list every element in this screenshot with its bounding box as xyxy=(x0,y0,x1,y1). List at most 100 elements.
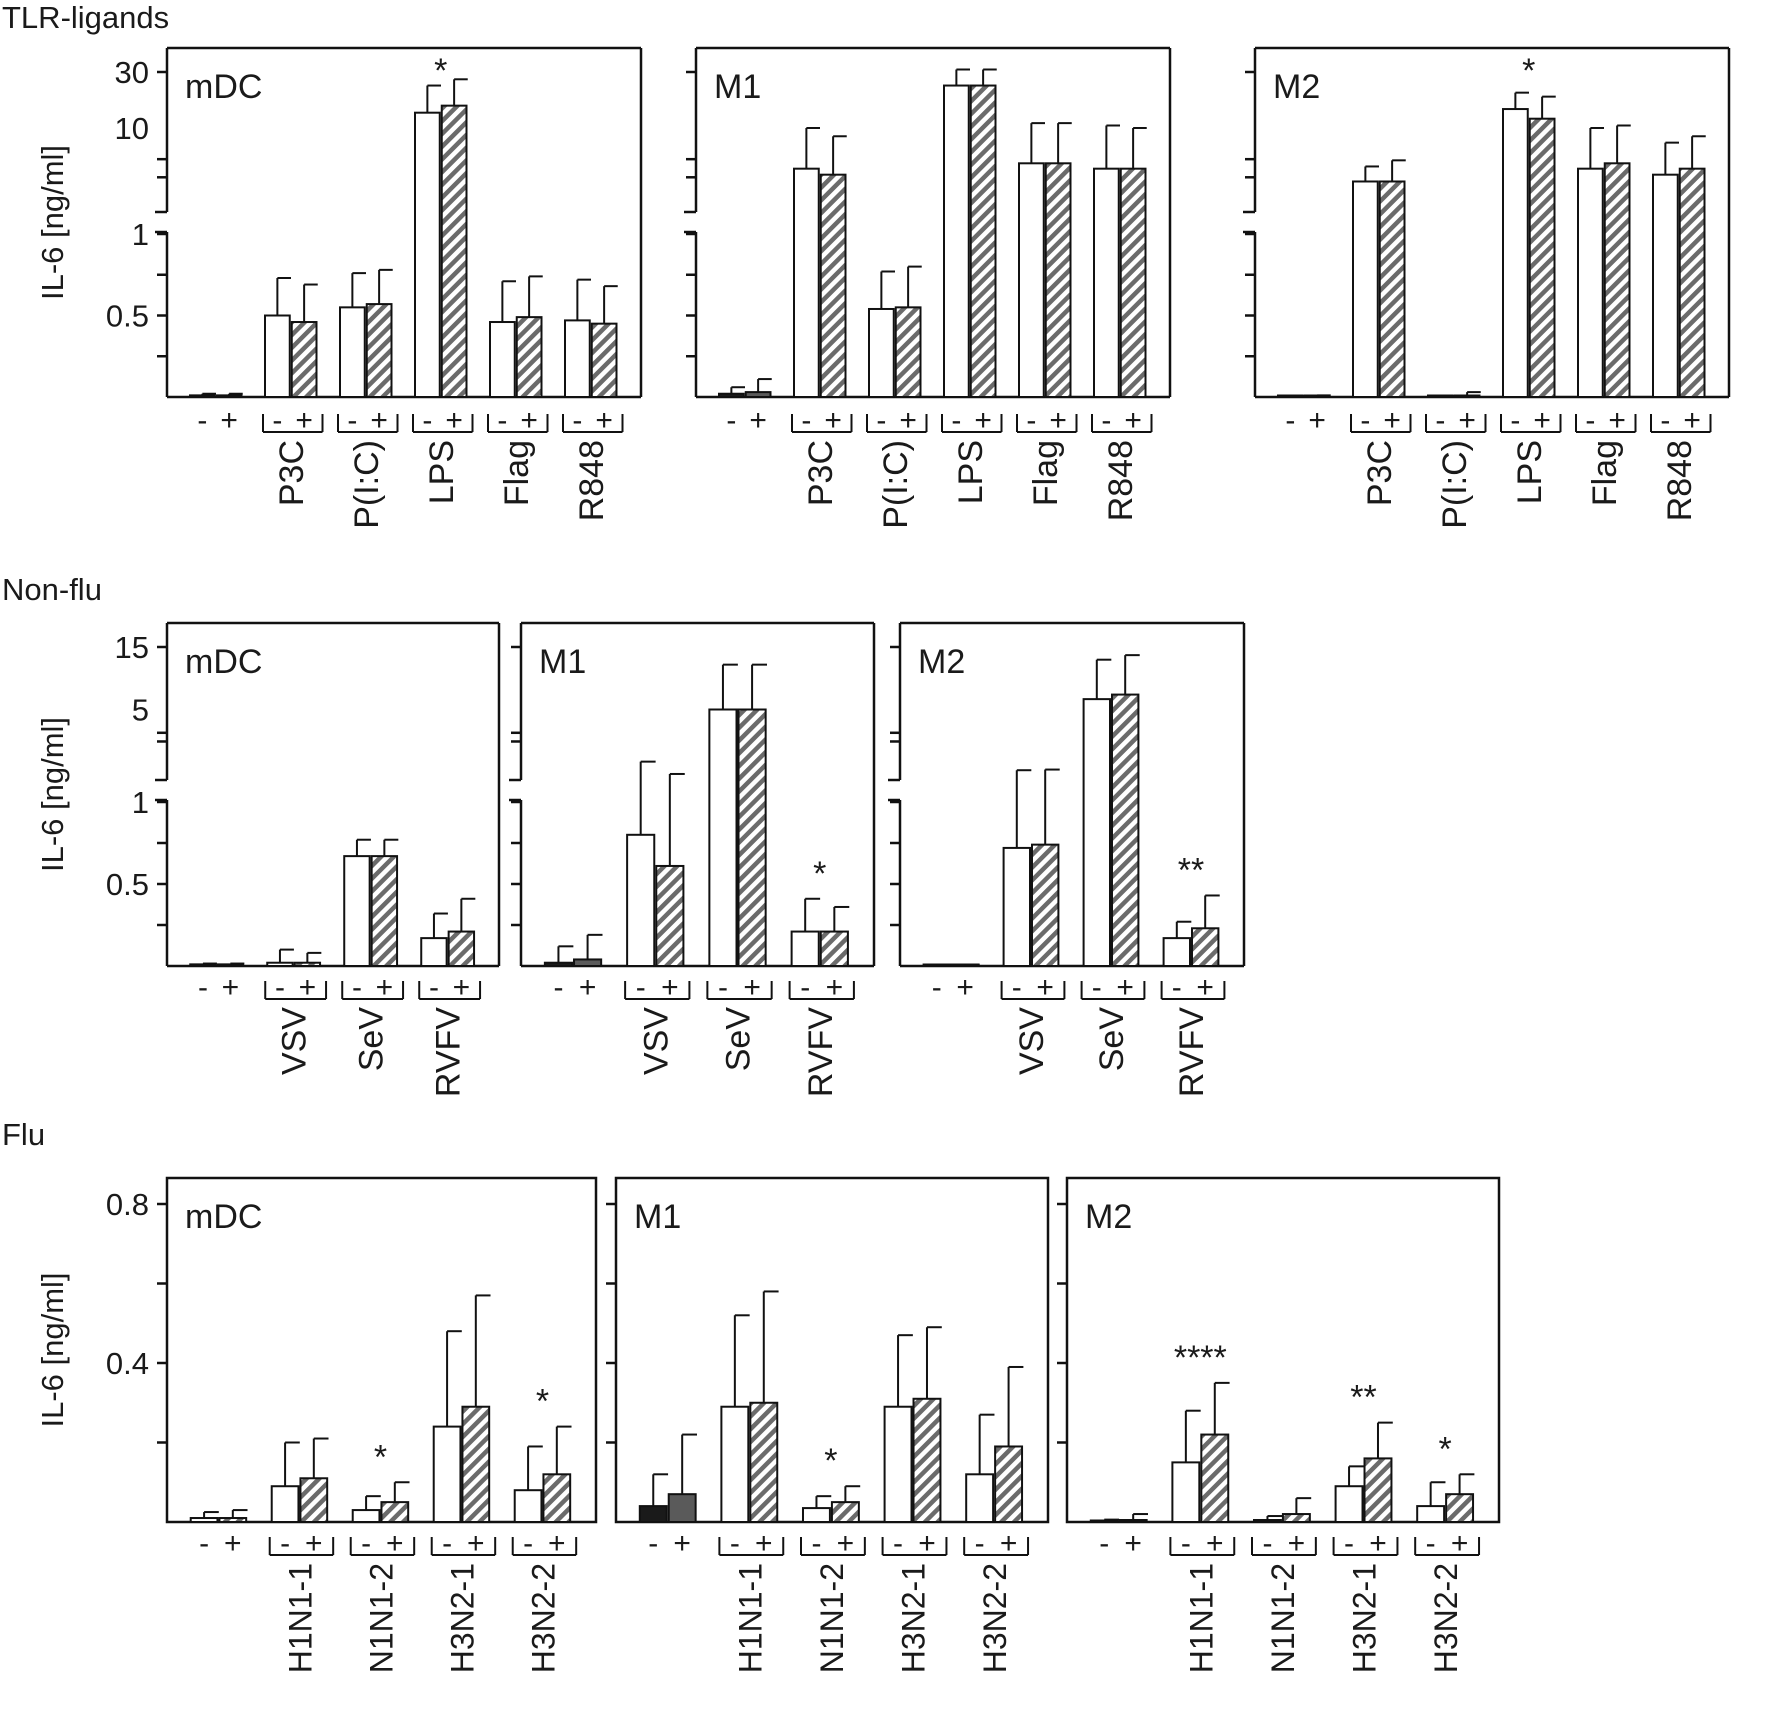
stimulus-label: Flag xyxy=(498,440,536,506)
stimulus-label: N1N1-2 xyxy=(814,1563,850,1673)
sign-minus: - xyxy=(1099,1527,1109,1560)
y-axis-label: IL-6 [ng/ml] xyxy=(35,145,70,300)
panel-m2: M2- +****- +H1N1-1- +N1N1-2**- +H3N2-1*- +H3N… xyxy=(1057,1176,1501,1673)
sign-minus: - xyxy=(811,1527,821,1560)
y-tick-label: 5 xyxy=(132,693,149,728)
sign-minus: - xyxy=(572,404,582,437)
bar-minus xyxy=(414,111,441,399)
sign-minus: - xyxy=(1012,971,1022,1004)
y-tick-label: 30 xyxy=(115,55,149,90)
panel-cell-label: M2 xyxy=(918,643,965,681)
sign-plus: + xyxy=(1049,404,1067,437)
sign-plus: + xyxy=(305,1527,323,1560)
sign-plus: + xyxy=(1458,404,1476,437)
sign-minus: - xyxy=(876,404,886,437)
bar-minus xyxy=(883,1405,913,1523)
bar-minus xyxy=(1082,698,1111,967)
bar-plus xyxy=(1528,117,1556,398)
sign-plus: + xyxy=(956,971,974,1004)
sign-minus: - xyxy=(1435,404,1445,437)
sign-minus: - xyxy=(951,404,961,437)
bar-minus xyxy=(868,307,895,399)
sign-minus: - xyxy=(801,404,811,437)
stimulus-label: RVFV xyxy=(802,1007,840,1097)
sign-minus: - xyxy=(718,971,728,1004)
bar-minus xyxy=(790,930,820,967)
bar-minus xyxy=(513,1489,543,1523)
sign-minus: - xyxy=(1426,1527,1436,1560)
stimulus-label: Flag xyxy=(1586,440,1624,506)
sign-minus: - xyxy=(1262,1527,1272,1560)
sign-minus: - xyxy=(893,1527,903,1560)
significance-mark: * xyxy=(1522,52,1535,90)
bar-minus xyxy=(801,1507,831,1524)
stimulus-label: P(I:C) xyxy=(1436,440,1474,529)
significance-mark: * xyxy=(374,1438,387,1476)
sign-minus: - xyxy=(442,1527,452,1560)
stimulus-label: Flag xyxy=(1027,440,1065,506)
stimulus-label: LPS xyxy=(952,440,990,504)
sign-minus: - xyxy=(280,1527,290,1560)
stimulus-label: RVFV xyxy=(430,1007,468,1097)
stimulus-label: RVFV xyxy=(1173,1007,1211,1097)
bar-plus xyxy=(1191,927,1220,968)
y-tick-label: 1 xyxy=(132,217,149,252)
panel-cell-label: mDC xyxy=(185,643,262,681)
bar-minus xyxy=(1252,1519,1282,1523)
sign-plus: + xyxy=(1383,404,1401,437)
bar-minus xyxy=(1652,173,1679,398)
bar-plus xyxy=(215,394,243,398)
significance-mark: * xyxy=(434,52,447,90)
sign-plus: + xyxy=(376,971,394,1004)
sign-minus: - xyxy=(275,971,285,1004)
sign-plus: + xyxy=(1608,404,1626,437)
panel-cell-label: M1 xyxy=(714,68,761,106)
bar-plus xyxy=(380,1501,410,1523)
bar-plus xyxy=(894,306,922,399)
stimulus-label: H1N1-1 xyxy=(282,1563,318,1673)
sign-plus: + xyxy=(299,971,317,1004)
bar-plus xyxy=(1678,167,1706,398)
sign-minus: - xyxy=(198,971,208,1004)
stimulus-label: N1N1-2 xyxy=(363,1563,399,1673)
sign-plus: + xyxy=(579,971,597,1004)
sign-plus: + xyxy=(826,971,844,1004)
significance-mark: * xyxy=(813,855,826,893)
stimulus-label: LPS xyxy=(1511,440,1549,504)
sign-minus: - xyxy=(429,971,439,1004)
panel-cell-label: M2 xyxy=(1273,68,1320,106)
stimulus-label: SeV xyxy=(1093,1007,1131,1072)
sign-plus: + xyxy=(453,971,471,1004)
sign-minus: - xyxy=(1181,1527,1191,1560)
bar-plus xyxy=(365,303,393,398)
bar-minus xyxy=(564,319,591,399)
bar-minus xyxy=(720,1405,750,1523)
stimulus-label: H3N2-2 xyxy=(525,1563,561,1673)
bar-plus xyxy=(994,1445,1024,1523)
significance-mark: * xyxy=(824,1442,837,1480)
bar-plus xyxy=(819,173,847,398)
sign-minus: - xyxy=(352,971,362,1004)
stimulus-label: R848 xyxy=(1661,440,1699,521)
bar-plus xyxy=(1111,693,1140,967)
sign-plus: + xyxy=(918,1527,936,1560)
bar-plus xyxy=(1281,1513,1311,1524)
bar-plus xyxy=(515,316,543,399)
bar-plus xyxy=(299,1477,329,1524)
sign-plus: + xyxy=(743,971,761,1004)
sign-plus: + xyxy=(1288,1527,1306,1560)
bar-minus xyxy=(1162,937,1191,967)
bar-minus xyxy=(489,321,516,398)
y-tick-label: 0.5 xyxy=(106,867,149,902)
stimulus-label: P3C xyxy=(1361,440,1399,506)
bar-minus xyxy=(1171,1461,1201,1523)
sign-minus: - xyxy=(361,1527,371,1560)
sign-plus: + xyxy=(1369,1527,1387,1560)
sign-minus: - xyxy=(648,1527,658,1560)
significance-mark: **** xyxy=(1174,1339,1227,1377)
sign-minus: - xyxy=(1026,404,1036,437)
stimulus-label: LPS xyxy=(423,440,461,504)
sign-minus: - xyxy=(1172,971,1182,1004)
